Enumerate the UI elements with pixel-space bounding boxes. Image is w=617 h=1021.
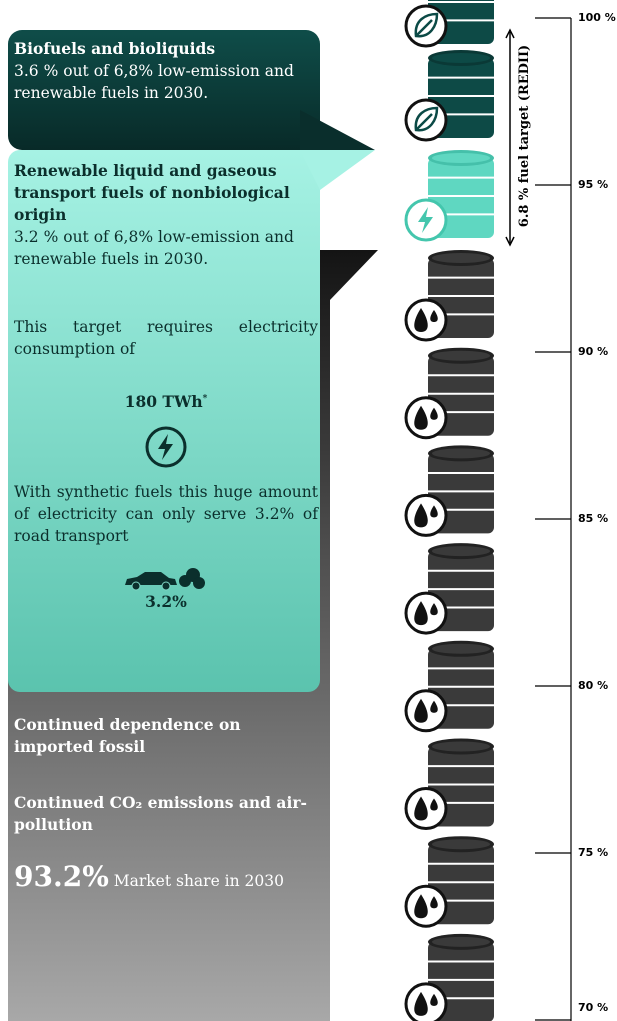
- oil-drop: [430, 505, 438, 518]
- amount: 180 TWh: [124, 392, 203, 412]
- barrel-top-inner: [432, 741, 490, 752]
- pointer: [300, 150, 375, 190]
- icon: [125, 568, 205, 591]
- fossil-point: Continued CO₂ emissions and air-pollutio…: [14, 793, 307, 834]
- barrel: [404, 445, 494, 537]
- bolt: [418, 207, 433, 233]
- barrel-top-inner: [432, 546, 490, 557]
- oil-drop: [430, 798, 438, 811]
- barrel: [404, 0, 494, 48]
- leaf: [414, 106, 439, 132]
- oil-drop: [414, 698, 428, 723]
- biofuel-panel: [8, 30, 320, 150]
- oil-drop: [430, 310, 438, 322]
- barrel-top-inner: [432, 643, 490, 654]
- barrel: [404, 640, 494, 733]
- barrel: [404, 543, 494, 635]
- barrel-top-inner: [432, 448, 490, 459]
- share-text: Market share in 2030: [113, 872, 284, 890]
- rfnbo-panel: [8, 150, 320, 692]
- barrel-top-inner: [432, 53, 490, 63]
- requirement: This target requires electricity consump…: [14, 318, 318, 358]
- barrel: [404, 347, 494, 440]
- barrel-top-inner: [432, 153, 490, 163]
- oil-drop: [430, 993, 438, 1006]
- share: 3.2%: [145, 592, 187, 612]
- synthetic: With synthetic fuels this huge amount of…: [14, 483, 318, 546]
- oil-drop: [414, 405, 428, 430]
- barrel: [404, 738, 494, 830]
- bolt-icon: [14, 425, 318, 469]
- scale-label: 75 %: [578, 846, 609, 859]
- fossil-share: 93.2% Market share in 2030: [14, 863, 324, 892]
- pointer: [300, 110, 375, 150]
- oil-drop: [414, 894, 428, 919]
- barrel: [404, 150, 494, 242]
- oil-drop: [430, 700, 438, 713]
- scale-label: 100 %: [578, 11, 616, 24]
- oil-drop: [414, 796, 428, 821]
- barrel-top-inner: [432, 936, 490, 947]
- oil-drop: [414, 503, 428, 528]
- barrel-top-inner: [432, 350, 490, 361]
- scale-label: 95 %: [578, 178, 609, 191]
- barrel-top-inner: [432, 253, 490, 263]
- leaf: [414, 12, 439, 38]
- oil-drop: [430, 603, 438, 616]
- fossil-point: Continued dependence on imported fossil: [14, 715, 241, 756]
- oil-drop: [414, 991, 428, 1016]
- biofuel-text: Biofuels and bioliquids 3.6 % out of 6,8…: [14, 38, 314, 104]
- barrel: [404, 50, 494, 142]
- barrel: [404, 250, 494, 342]
- barrel: [404, 836, 494, 928]
- target-label: 6.8 % fuel target (REDII): [517, 45, 532, 227]
- oil-drop: [430, 896, 438, 909]
- icon: [145, 426, 187, 468]
- oil-drop: [430, 407, 438, 420]
- body: 3.2 % out of 6,8% low-emission and renew…: [14, 228, 294, 268]
- barrel-top-inner: [432, 839, 490, 850]
- oil-drop: [414, 601, 428, 626]
- car-icon: [14, 567, 318, 591]
- heading: Biofuels and bioliquids: [14, 39, 216, 58]
- scale-label: 70 %: [578, 1001, 609, 1014]
- share-value: 93.2%: [14, 860, 109, 893]
- oil-drop: [414, 308, 428, 332]
- amount-line: 180 TWh*: [14, 388, 318, 413]
- scale-label: 85 %: [578, 512, 609, 525]
- heading: Renewable liquid and gaseous transport f…: [14, 161, 290, 224]
- scale-label: 90 %: [578, 345, 609, 358]
- body: 3.6 % out of 6,8% low-emission and renew…: [14, 62, 294, 102]
- rfnbo-text: Renewable liquid and gaseous transport f…: [14, 160, 318, 613]
- arrow-heads: [505, 28, 515, 247]
- barrel: [404, 933, 494, 1021]
- note: *: [202, 394, 208, 404]
- scale-label: 80 %: [578, 679, 609, 692]
